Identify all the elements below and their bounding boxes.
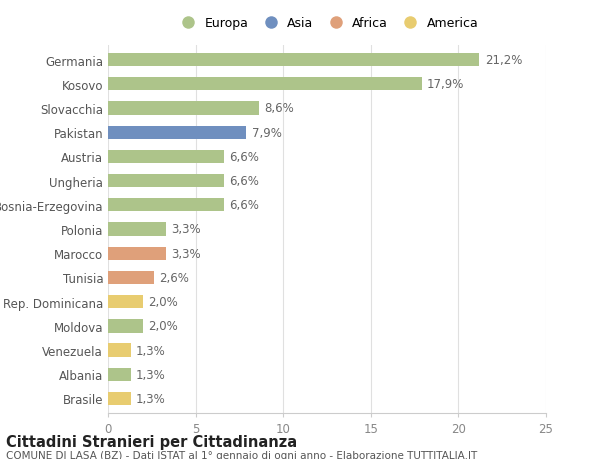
Text: 1,3%: 1,3%: [136, 392, 166, 405]
Text: 1,3%: 1,3%: [136, 368, 166, 381]
Bar: [108, 392, 131, 405]
Legend: Europa, Asia, Africa, America: Europa, Asia, Africa, America: [173, 14, 481, 32]
Text: 8,6%: 8,6%: [264, 102, 293, 115]
Text: 3,3%: 3,3%: [171, 247, 200, 260]
Bar: [108, 78, 422, 91]
Bar: [108, 151, 224, 164]
Text: 7,9%: 7,9%: [251, 126, 281, 140]
Bar: [108, 271, 154, 285]
Bar: [108, 368, 131, 381]
Text: 3,3%: 3,3%: [171, 223, 200, 236]
Text: 2,0%: 2,0%: [148, 319, 178, 333]
Bar: [108, 344, 131, 357]
Bar: [108, 247, 166, 260]
Text: 1,3%: 1,3%: [136, 344, 166, 357]
Bar: [108, 102, 259, 115]
Text: 2,0%: 2,0%: [148, 296, 178, 308]
Bar: [108, 223, 166, 236]
Text: COMUNE DI LASA (BZ) - Dati ISTAT al 1° gennaio di ogni anno - Elaborazione TUTTI: COMUNE DI LASA (BZ) - Dati ISTAT al 1° g…: [6, 450, 477, 459]
Text: 6,6%: 6,6%: [229, 151, 259, 163]
Bar: [108, 174, 224, 188]
Text: 21,2%: 21,2%: [485, 54, 522, 67]
Text: Cittadini Stranieri per Cittadinanza: Cittadini Stranieri per Cittadinanza: [6, 434, 297, 449]
Text: 6,6%: 6,6%: [229, 175, 259, 188]
Bar: [108, 199, 224, 212]
Bar: [108, 126, 247, 140]
Text: 17,9%: 17,9%: [427, 78, 464, 91]
Bar: [108, 295, 143, 308]
Bar: [108, 319, 143, 333]
Text: 2,6%: 2,6%: [159, 271, 188, 284]
Bar: [108, 54, 479, 67]
Text: 6,6%: 6,6%: [229, 199, 259, 212]
